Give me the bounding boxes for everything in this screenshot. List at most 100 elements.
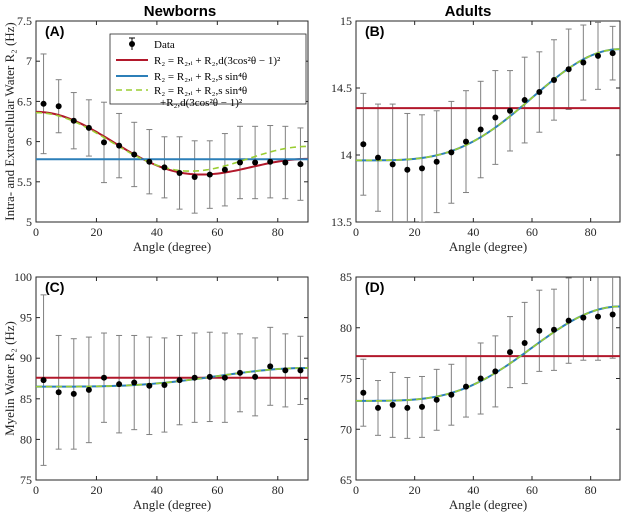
data-point xyxy=(297,367,304,374)
data-point xyxy=(191,173,198,180)
x-tick-label: 80 xyxy=(272,225,284,239)
legend-label: R₂ = R₂,ᵢ + R₂,s sin⁴θ xyxy=(154,71,247,83)
y-tick-label: 13.5 xyxy=(331,215,352,229)
data-point xyxy=(404,166,411,173)
data-point xyxy=(297,161,304,168)
data-point xyxy=(507,349,513,356)
data-point xyxy=(191,374,198,381)
data-point xyxy=(375,404,381,411)
y-tick-label: 85 xyxy=(340,270,352,284)
x-tick-label: 60 xyxy=(211,225,223,239)
panel-label: (D) xyxy=(365,279,384,295)
axes-box xyxy=(35,20,309,223)
data-point xyxy=(116,142,123,149)
data-point xyxy=(433,158,440,165)
data-point xyxy=(477,126,484,133)
x-tick-label: 60 xyxy=(526,225,538,239)
y-axis-label: Myelin Water R₂ (Hz) xyxy=(2,321,17,436)
data-point xyxy=(419,165,425,172)
x-tick-label: 20 xyxy=(90,483,102,497)
data-point xyxy=(609,50,616,57)
data-point xyxy=(521,97,528,104)
data-point xyxy=(551,326,557,333)
data-point xyxy=(131,151,138,158)
y-tick-label: 100 xyxy=(14,270,32,284)
data-point xyxy=(580,314,587,321)
column-title-adults: Adults xyxy=(445,3,492,20)
y-tick-label: 80 xyxy=(20,432,32,446)
panel-c: 0 20 40 60 80 75 80 85 90 95 100 Angle (degree) Myel… xyxy=(2,270,309,512)
x-tick-label: 0 xyxy=(353,225,359,239)
y-tick-label: 95 xyxy=(20,311,32,325)
y-tick-label: 65 xyxy=(340,473,352,487)
data-point xyxy=(492,368,499,375)
legend-box xyxy=(109,33,307,105)
data-point xyxy=(161,164,168,171)
y-tick-label: 7 xyxy=(26,54,32,68)
panel-a: 0 20 40 60 80 5 5.5 6 6.5 7 7.5 Angle (degree) Intra… xyxy=(2,14,309,254)
y-tick-label: 5 xyxy=(26,215,32,229)
fit-line-sin4 xyxy=(356,305,620,402)
data-point xyxy=(40,100,47,107)
data-point xyxy=(595,52,601,59)
x-tick-label: 40 xyxy=(151,225,163,239)
x-tick-label: 40 xyxy=(467,483,479,497)
panel-b: 0 20 40 60 80 13.5 14 14.5 15 Angle (degree) (B) xyxy=(331,14,621,254)
data-point xyxy=(146,158,153,165)
y-tick-label: 15 xyxy=(340,14,352,28)
data-point xyxy=(404,404,411,411)
y-tick-label: 75 xyxy=(340,372,352,386)
data-point xyxy=(536,327,543,334)
data-point xyxy=(507,107,513,114)
data-point xyxy=(101,374,107,381)
data-point xyxy=(609,311,616,318)
data-point xyxy=(282,367,289,374)
data-point xyxy=(360,141,367,148)
data-point xyxy=(565,317,572,324)
data-point xyxy=(85,124,92,131)
x-tick-label: 40 xyxy=(467,225,479,239)
data-point xyxy=(565,66,572,73)
data-point xyxy=(433,396,440,403)
data-point xyxy=(40,377,47,384)
x-tick-label: 20 xyxy=(409,225,421,239)
legend-label: Data xyxy=(154,39,175,51)
data-point xyxy=(55,389,62,396)
data-point xyxy=(580,59,587,66)
x-tick-label: 0 xyxy=(353,483,359,497)
plot-area xyxy=(356,21,620,222)
y-tick-label: 5.5 xyxy=(17,175,32,189)
plot-area xyxy=(36,294,308,466)
x-tick-label: 80 xyxy=(272,483,284,497)
data-point xyxy=(252,373,259,380)
data-point xyxy=(448,149,455,156)
x-tick-label: 0 xyxy=(33,225,39,239)
fit-line-sin4-dashed xyxy=(356,48,620,162)
data-point xyxy=(375,154,381,161)
data-point xyxy=(161,381,168,388)
panel-label: (B) xyxy=(365,23,384,39)
data-point xyxy=(206,373,213,380)
data-point xyxy=(448,391,455,398)
panel-label: (A) xyxy=(45,23,64,39)
data-point xyxy=(176,377,183,384)
data-point xyxy=(237,369,243,376)
data-point xyxy=(252,159,259,166)
x-tick-label: 0 xyxy=(33,483,39,497)
x-axis-label: Angle (degree) xyxy=(133,497,211,512)
data-point xyxy=(206,171,213,178)
legend-label-continued: +R₂,d(3cos²θ − 1)² xyxy=(160,97,243,109)
x-tick-label: 20 xyxy=(409,483,421,497)
data-point xyxy=(282,159,289,166)
data-point xyxy=(463,383,469,390)
y-tick-label: 7.5 xyxy=(17,14,32,28)
fit-line-dipolar xyxy=(36,110,308,176)
fit-line-sin4 xyxy=(356,48,620,162)
data-point xyxy=(595,313,601,320)
fit-line-combined xyxy=(36,111,308,172)
x-tick-label: 20 xyxy=(90,225,102,239)
x-axis-label: Angle (degree) xyxy=(449,239,527,254)
fit-line-sin4-dashed xyxy=(356,305,620,402)
x-tick-label: 60 xyxy=(526,483,538,497)
